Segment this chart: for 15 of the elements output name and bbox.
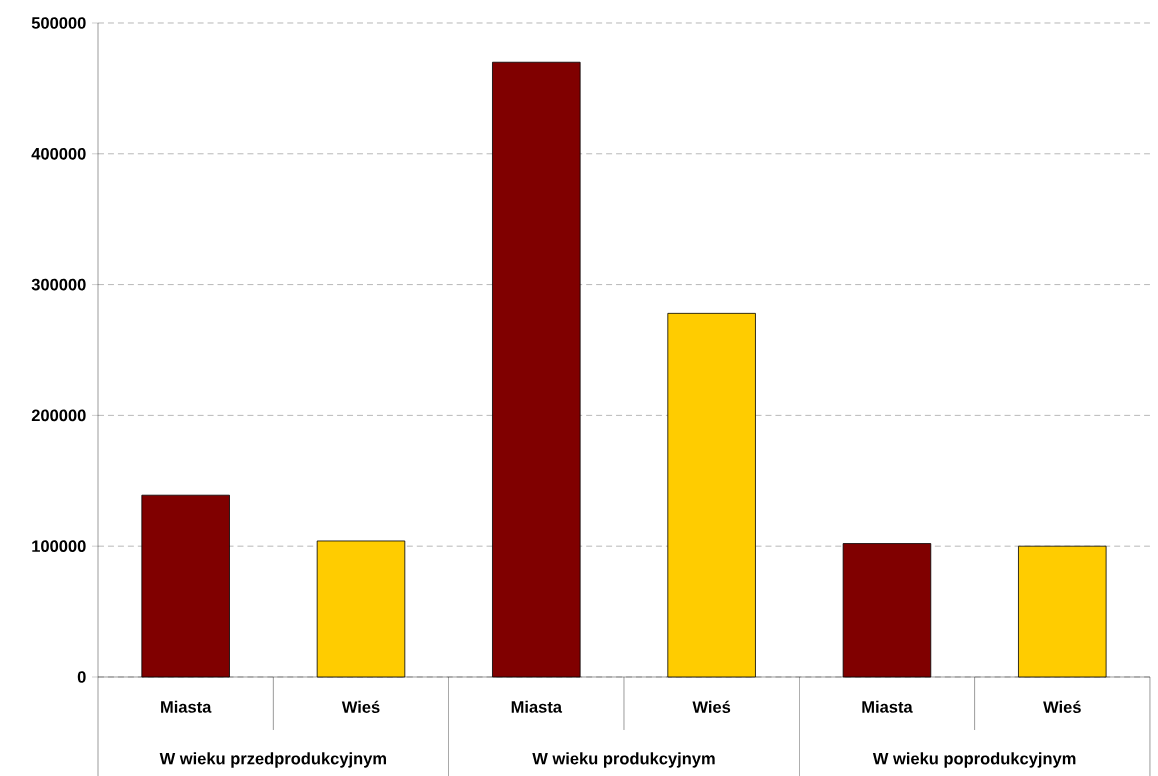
x-tick-label: Wieś xyxy=(1043,700,1081,713)
x-tick-label: Miasta xyxy=(511,700,563,713)
y-tick-label: 100000 xyxy=(32,540,86,553)
text: W wieku przedprodukcyjnym xyxy=(159,752,386,768)
y-tick-label: 500000 xyxy=(31,17,86,29)
y-tick-label: 200000 xyxy=(31,409,86,422)
x-tick-label: Wieś xyxy=(692,700,731,713)
y-tick-label: 300000 xyxy=(31,278,86,291)
text: W wieku produkcyjnym xyxy=(532,752,715,768)
y-tick-label: 0 xyxy=(77,671,86,683)
x-tick-label: Wieś xyxy=(341,700,380,713)
x-tick-label: Miasta xyxy=(161,700,212,713)
y-tick-label: 400000 xyxy=(31,147,86,160)
text: W wieku poprodukcyjnym xyxy=(872,752,1076,768)
x-tick-label: Miasta xyxy=(862,700,913,713)
